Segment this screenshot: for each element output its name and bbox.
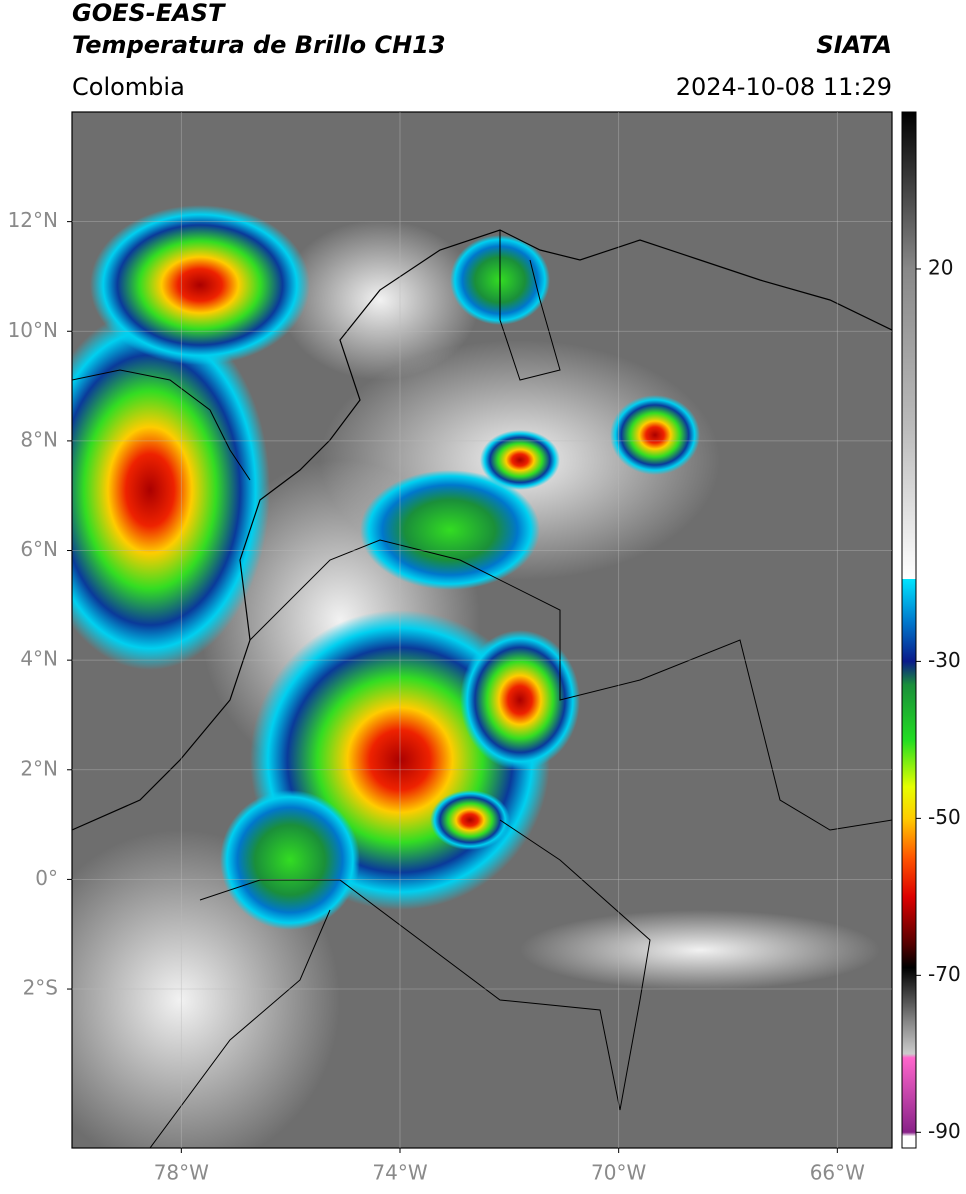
colorbar	[901, 111, 917, 1149]
region: Colombia	[72, 73, 185, 101]
colorbar-label: -30	[928, 648, 961, 672]
lat-label: 12°N	[8, 208, 58, 232]
lon-label: 66°W	[810, 1161, 865, 1185]
lat-label: 8°N	[20, 427, 58, 451]
source: SIATA	[816, 31, 892, 59]
map-frame	[71, 111, 893, 1149]
datetime: 2024-10-08 11:29	[676, 73, 892, 101]
colorbar-label: -70	[928, 962, 961, 986]
lon-label: 70°W	[591, 1161, 646, 1185]
lon-label: 74°W	[372, 1161, 427, 1185]
subtitle: Temperatura de Brillo CH13	[72, 31, 446, 59]
lon-label: 78°W	[154, 1161, 209, 1185]
title: GOES-EAST	[72, 0, 226, 27]
satellite-image	[72, 112, 892, 1148]
lat-label: 0°	[35, 866, 58, 890]
lat-label: 2°S	[23, 976, 58, 1000]
lat-label: 10°N	[8, 318, 58, 342]
colorbar-label: -50	[928, 805, 961, 829]
colorbar-label: -90	[928, 1119, 961, 1143]
lat-label: 2°N	[20, 756, 58, 780]
colorbar-label: 20	[928, 255, 953, 279]
lat-label: 6°N	[20, 537, 58, 561]
lat-label: 4°N	[20, 647, 58, 671]
